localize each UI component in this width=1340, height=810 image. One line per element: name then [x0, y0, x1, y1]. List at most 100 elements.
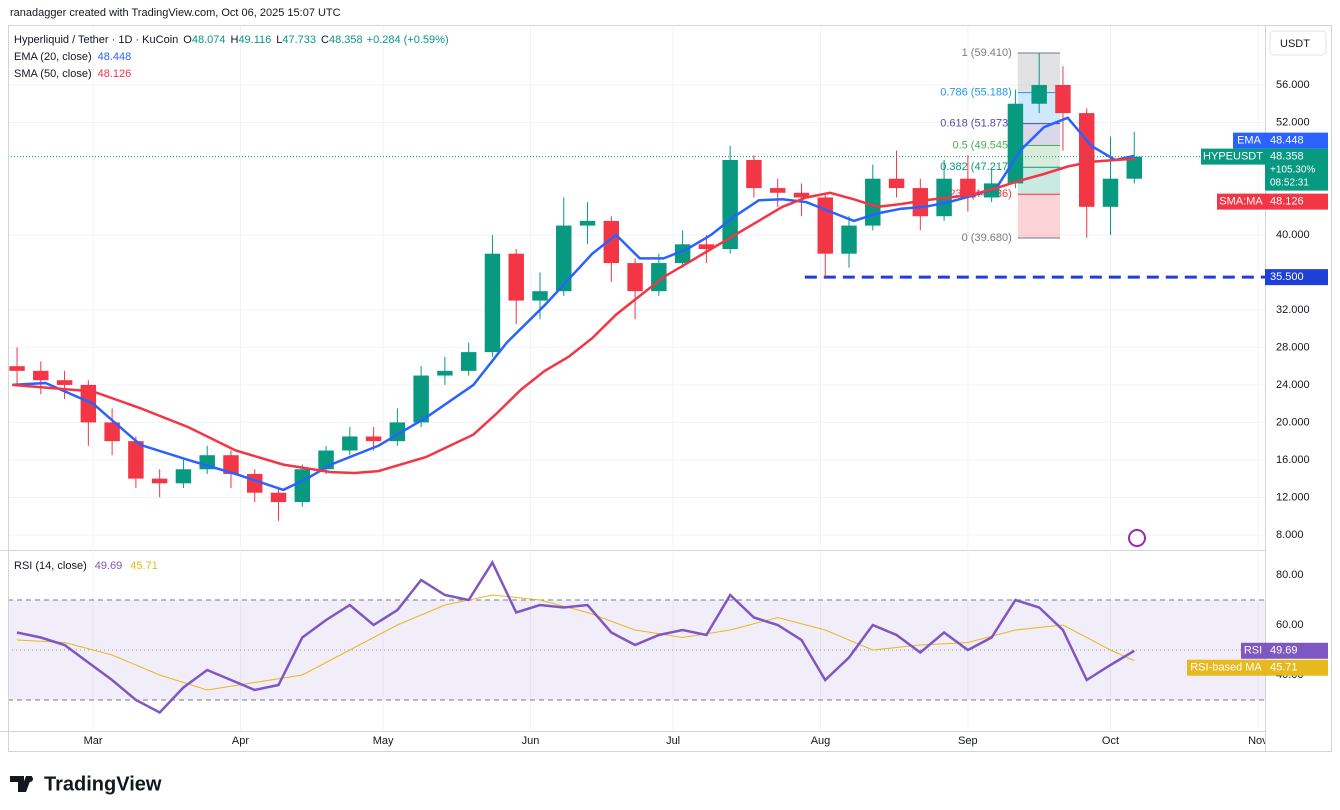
last-price-badge-text: +105.30% [1270, 164, 1315, 175]
candle-body [104, 422, 120, 442]
currency-label: USDT [1280, 38, 1310, 50]
legend-name: SMA (50, close) [14, 68, 92, 80]
candle-body [294, 469, 311, 503]
x-tick-label: Jul [666, 735, 680, 747]
ohlc-label: C [321, 34, 329, 46]
overlay: Mar Apr May Jun Jul Aug Sep Oct Nov Hyperliquid /… [0, 25, 1332, 752]
candle-body [1055, 84, 1071, 114]
chart-frame [8, 25, 1332, 752]
rsi-tag [1241, 642, 1265, 659]
sma-badge-text: 48.126 [1270, 196, 1304, 208]
y-tick-label: 12.000 [1276, 491, 1310, 503]
legend-value: 48.126 [98, 68, 132, 80]
legend-value: 45.71 [130, 560, 158, 572]
rsi-pane [8, 553, 1265, 730]
ema-tag [1233, 132, 1265, 149]
x-tick-label: Oct [1102, 735, 1119, 747]
y-tick-label: 16.000 [1276, 454, 1310, 466]
candle-body [841, 225, 857, 254]
fib-zone [1017, 145, 1061, 168]
rsi-badge-text: 49.69 [1270, 645, 1298, 657]
y-tick-label: 60.00 [1276, 619, 1304, 631]
fib-label: 0.618 (51.873) [940, 118, 1012, 130]
candle-body [698, 244, 715, 250]
candle-body [56, 380, 73, 385]
rsi-badge [1265, 642, 1328, 659]
rsi-ma-badge-text: 45.71 [1270, 662, 1298, 674]
fib-zone [1017, 123, 1061, 146]
candle-body [342, 436, 358, 451]
price-pane: 1 (59.410) 0.786 (55.188) 0.618 (51.873) 0.… [8, 25, 1265, 548]
candle-body [175, 469, 192, 484]
candle-body [33, 370, 49, 381]
candle-body [80, 384, 97, 423]
watermark-icon [1128, 529, 1146, 547]
fib-label: 1 (59.410) [962, 47, 1012, 59]
fib-label: 0.382 (47.217) [940, 161, 1012, 173]
y-tick-label: 24.000 [1276, 379, 1310, 391]
candle-body [960, 178, 976, 198]
last-price-badge [1265, 148, 1328, 191]
y-tick-label: 8.000 [1276, 529, 1304, 541]
support-badge-text: 35.500 [1270, 271, 1304, 283]
sma-badge [1265, 193, 1328, 210]
brand-logo-dot [27, 776, 33, 782]
candle-body [865, 178, 881, 226]
candle-body [817, 197, 833, 254]
ohlc-value: 48.358 [329, 34, 363, 46]
rsi-line [16, 594, 1135, 691]
candle-body [270, 492, 287, 503]
ohlc-label: H [230, 34, 238, 46]
candle-body [484, 253, 501, 353]
legend-value: 48.448 [98, 51, 132, 63]
ohlc-label: O [183, 34, 192, 46]
candle-body [413, 375, 429, 423]
legend: Hyperliquid / Tether · 1D · KuCoin O48.07… [14, 34, 449, 46]
x-tick-label: Apr [232, 735, 249, 747]
y-tick-label: 40.000 [1276, 229, 1310, 241]
x-tick-label: Mar [84, 735, 103, 747]
ohlc-value: 49.116 [238, 34, 271, 46]
legend-value: 49.69 [95, 560, 123, 572]
rsi-ma-tag [1187, 659, 1265, 676]
x-tick-label: Nov [1248, 735, 1268, 747]
currency-button[interactable]: USDT [1269, 30, 1327, 56]
ma-line [12, 157, 1135, 475]
candle-body [793, 192, 810, 198]
brand-name: TradingView [44, 773, 162, 795]
sma-tag-text: SMA:MA [1219, 196, 1263, 208]
ohlc-value: 48.074 [192, 34, 226, 46]
support-badge [1265, 269, 1328, 286]
sma-tag [1217, 193, 1265, 210]
candle-body [1078, 113, 1095, 207]
last-price-tag-text: HYPEUSDT [1203, 151, 1263, 163]
rsi-tag-text: RSI [1244, 645, 1262, 657]
ohlc-label: L [276, 34, 282, 46]
candle-body [556, 225, 572, 292]
y-tick-label: 20.000 [1276, 416, 1310, 428]
last-price-tag [1201, 148, 1265, 165]
fib-zone [1017, 194, 1061, 238]
candle-body [1031, 84, 1047, 104]
y-tick-label: 80.00 [1276, 569, 1304, 581]
ema-badge [1265, 132, 1328, 149]
last-price-badge-text: 48.358 [1270, 151, 1304, 163]
candle-body [579, 220, 596, 226]
legend-name: EMA (20, close) [14, 51, 92, 63]
candle-body [365, 436, 382, 442]
legend-title: Hyperliquid / Tether · 1D · KuCoin [14, 34, 178, 46]
candle-body [1007, 103, 1024, 184]
y-tick-label: 32.000 [1276, 304, 1310, 316]
candle-body [1102, 178, 1119, 207]
last-price-badge-text: 08:52:31 [1270, 177, 1309, 188]
rsi-legend: RSI (14, close) 49.69 45.71 [14, 560, 158, 572]
candle-body [722, 159, 738, 250]
candle-body [151, 478, 168, 484]
x-tick-label: May [373, 735, 394, 747]
fib-label: 0.786 (55.188) [940, 87, 1012, 99]
brand-logo [10, 776, 32, 792]
ema-badge-text: 48.448 [1270, 135, 1304, 147]
fib-label: 0.5 (49.545) [952, 139, 1011, 151]
